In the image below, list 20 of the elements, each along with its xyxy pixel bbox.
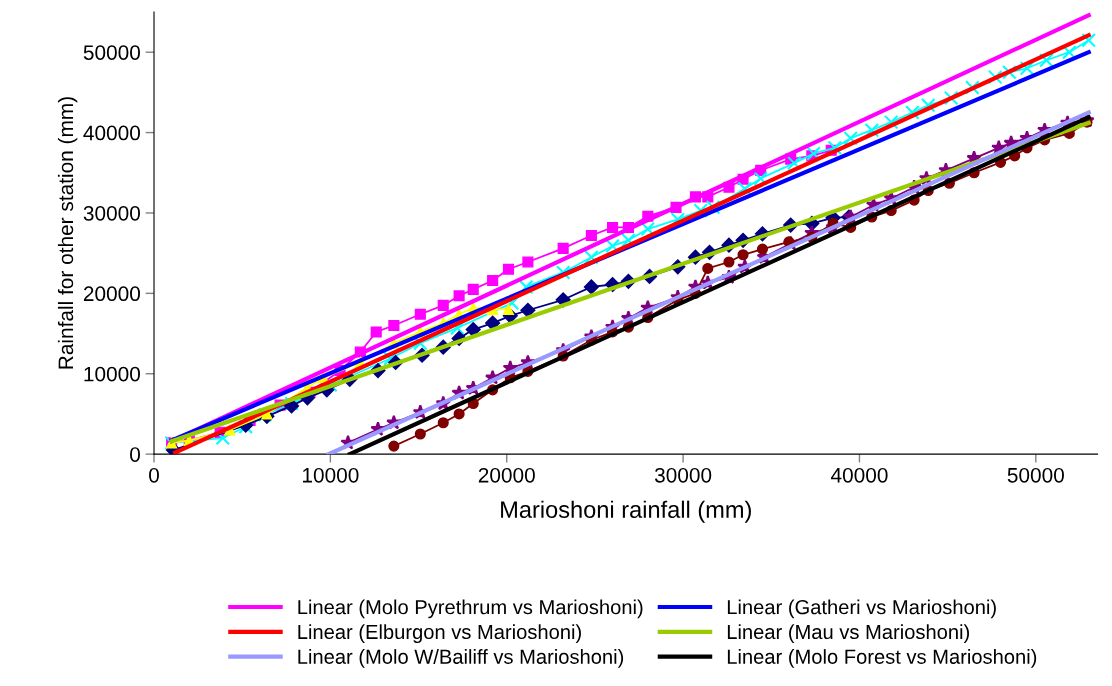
legend-label: Linear (Molo W/Bailiff vs Marioshoni) (298, 649, 624, 668)
y-tick-label: 50000 (83, 45, 141, 60)
x-tick-label: 50000 (1007, 467, 1064, 483)
legend-label: Linear (Molo Pyrethrum vs Marioshoni) (298, 599, 643, 619)
legend-label: Linear (Gatheri vs Marioshoni) (727, 599, 996, 619)
x-tick-label: 40000 (830, 467, 888, 483)
legend-label: Linear (Molo Forest vs Marioshoni) (727, 649, 1037, 668)
y-tick-label: 40000 (83, 125, 141, 141)
x-axis-title: Marioshoni rainfall (mm) (501, 500, 751, 523)
x-tick-label: 30000 (654, 467, 712, 483)
y-tick-label: 0 (130, 447, 140, 462)
x-tick-label: 0 (149, 467, 159, 483)
legend-label: Linear (Mau vs Marioshoni) (727, 624, 970, 644)
x-tick-label: 10000 (303, 467, 359, 483)
x-tick-label: 20000 (478, 467, 535, 483)
y-tick-label: 30000 (83, 205, 141, 221)
legend-label: Linear (Elburgon vs Marioshoni) (298, 624, 581, 644)
y-axis-title: Rainfall for other station (mm) (57, 97, 78, 369)
y-tick-label: 20000 (83, 286, 141, 302)
y-tick-label: 10000 (84, 366, 141, 382)
